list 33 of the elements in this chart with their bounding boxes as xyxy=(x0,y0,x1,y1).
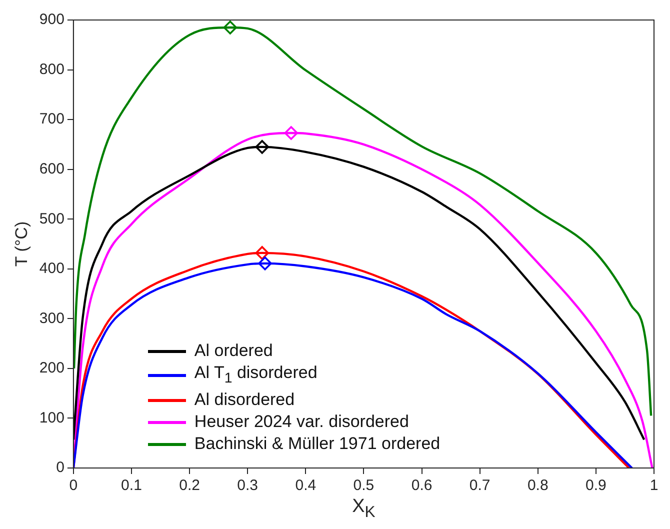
x-tick-label: 0.5 xyxy=(353,477,374,494)
y-tick-label: 600 xyxy=(39,160,64,178)
point xyxy=(255,140,270,154)
y-tick-label: 100 xyxy=(39,409,64,426)
y-tick-label: 300 xyxy=(39,310,64,327)
x-tick-label: 0.7 xyxy=(469,477,490,494)
x-tick-label: 0.1 xyxy=(121,477,142,494)
x-tick-label: 0.2 xyxy=(179,477,200,494)
x-tick-label: 0.6 xyxy=(411,477,432,494)
x-tick-label: 0.3 xyxy=(237,477,258,494)
point xyxy=(284,126,298,140)
point xyxy=(223,20,238,34)
legend-label: Al ordered xyxy=(194,340,273,362)
y-axis-title: T (°C) xyxy=(12,221,31,267)
point xyxy=(255,246,270,260)
y-tick-label: 800 xyxy=(39,60,64,78)
legend-label: Bachinski & Müller 1971 ordered xyxy=(194,433,440,456)
y-tick-label: 200 xyxy=(39,360,64,377)
legend-label: Heuser 2024 var. disordered xyxy=(194,411,409,434)
legend-label: Al disordered xyxy=(194,389,295,412)
y-tick-label: 500 xyxy=(39,210,64,228)
x-tick-label: 0.9 xyxy=(586,477,606,494)
x-tick-label: 1 xyxy=(650,477,658,494)
y-tick-label: 700 xyxy=(39,110,64,128)
y-tick-label: 0 xyxy=(56,459,64,476)
point xyxy=(258,256,272,270)
y-tick-label: 900 xyxy=(39,11,64,28)
x-tick-label: 0.8 xyxy=(527,477,548,494)
y-tick-label: 400 xyxy=(39,260,64,278)
x-axis-title: X$_{K}$ xyxy=(351,496,376,522)
x-tick-label: 0.4 xyxy=(295,477,316,494)
x-tick-label: 0 xyxy=(69,477,78,494)
legend-label: Al T$_{1}$ disordered xyxy=(194,362,318,388)
